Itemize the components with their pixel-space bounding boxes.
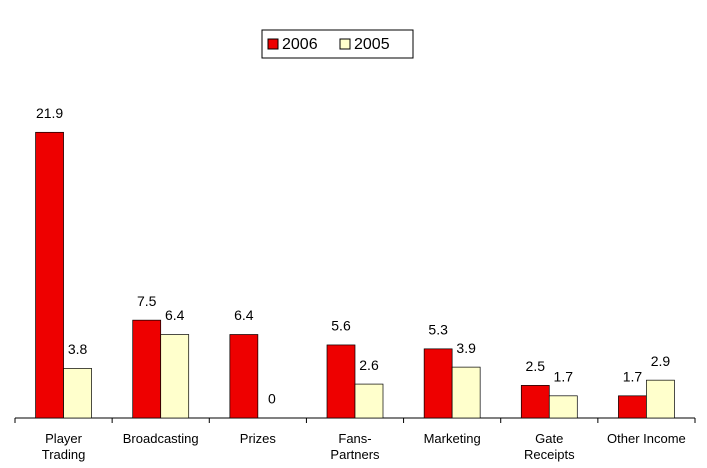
bar xyxy=(63,368,92,419)
bar xyxy=(646,379,675,419)
bar xyxy=(35,131,64,419)
x-tick-label: Gate Receipts xyxy=(523,431,575,462)
x-tick-label: Player Trading xyxy=(41,431,86,462)
value-label: 1.7 xyxy=(623,369,643,385)
value-label: 7.5 xyxy=(137,293,157,309)
value-label: 2.5 xyxy=(526,358,546,374)
bar xyxy=(548,395,578,419)
bar xyxy=(423,348,453,419)
legend-label: 2005 xyxy=(354,36,390,53)
legend-swatch xyxy=(339,38,351,50)
bar xyxy=(160,334,190,419)
legend-swatch xyxy=(267,38,279,50)
value-label: 5.3 xyxy=(428,322,448,338)
value-label: 6.4 xyxy=(165,307,185,323)
value-label: 3.9 xyxy=(456,340,476,356)
bar xyxy=(451,366,481,419)
value-label: 21.9 xyxy=(36,105,63,121)
value-label: 6.4 xyxy=(234,307,254,323)
x-tick-label: Marketing xyxy=(423,431,481,446)
x-tick-label: Other Income xyxy=(607,431,686,446)
bar xyxy=(354,383,384,419)
bar xyxy=(326,344,356,419)
value-label: 0 xyxy=(268,391,276,407)
bar xyxy=(618,395,647,419)
bar xyxy=(520,385,550,419)
x-tick-label: Prizes xyxy=(239,431,276,446)
value-label: 1.7 xyxy=(554,369,574,385)
value-label: 2.9 xyxy=(651,353,671,369)
value-label: 2.6 xyxy=(359,357,379,373)
legend-box xyxy=(261,29,414,59)
value-label: 5.6 xyxy=(331,318,351,334)
legend-label: 2006 xyxy=(282,36,318,53)
bar xyxy=(132,319,162,419)
x-tick-label: Broadcasting xyxy=(122,431,199,446)
value-label: 3.8 xyxy=(68,341,88,357)
bar xyxy=(229,334,259,419)
x-tick-label: Fans- Partners xyxy=(330,431,380,462)
